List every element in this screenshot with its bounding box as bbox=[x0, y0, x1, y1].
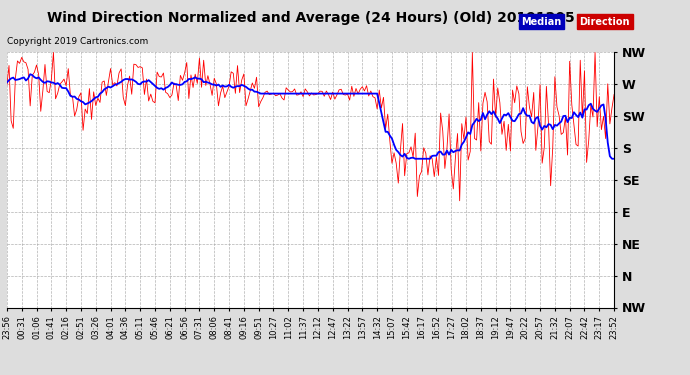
Text: Copyright 2019 Cartronics.com: Copyright 2019 Cartronics.com bbox=[7, 38, 148, 46]
Text: Wind Direction Normalized and Average (24 Hours) (Old) 20191205: Wind Direction Normalized and Average (2… bbox=[47, 11, 574, 25]
Text: Median: Median bbox=[521, 17, 561, 27]
Text: Direction: Direction bbox=[580, 17, 630, 27]
